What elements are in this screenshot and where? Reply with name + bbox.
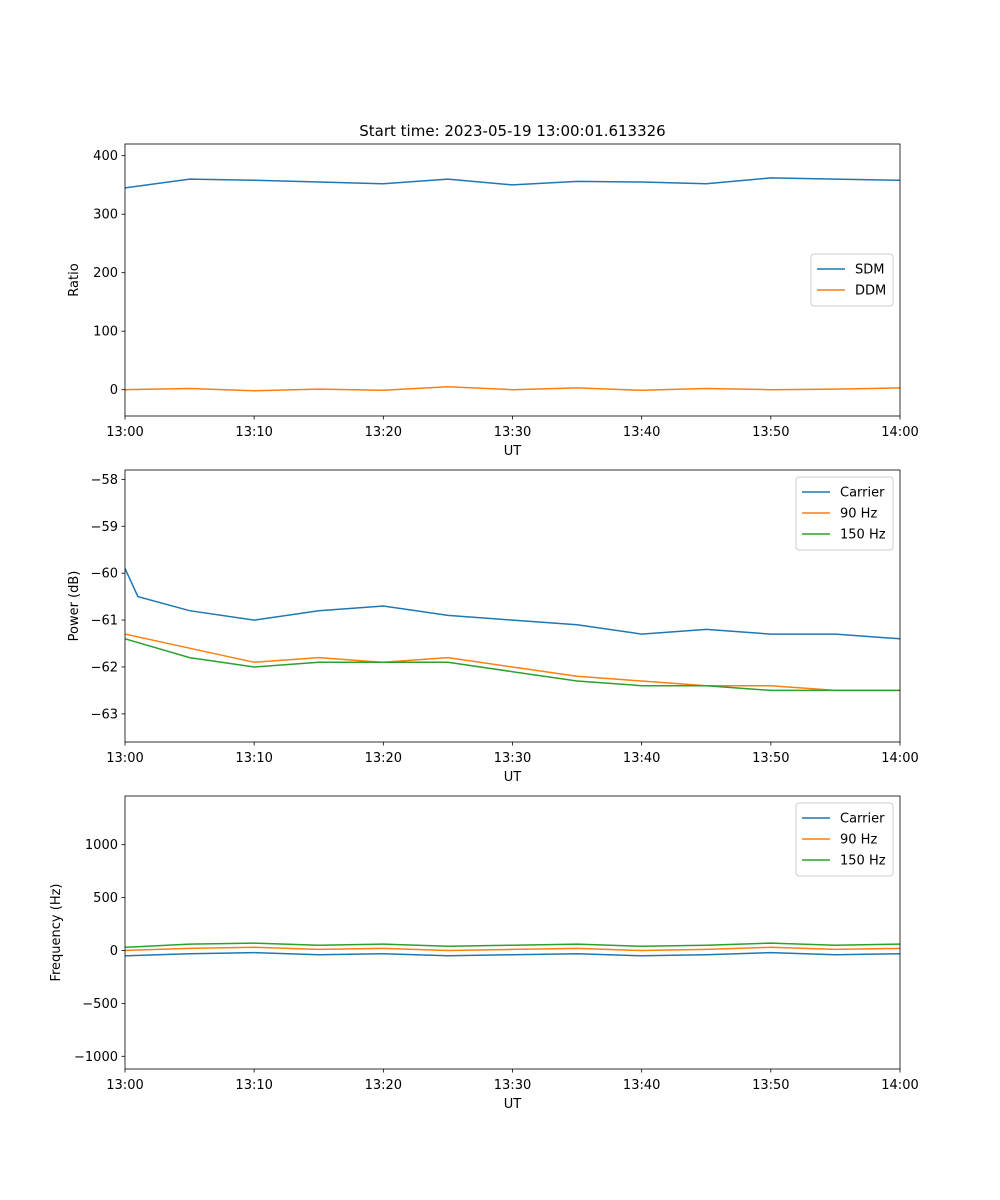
x-tick-label-2-6: 13:50 (752, 751, 789, 766)
y-tick-label-3-2: 500 (93, 891, 118, 906)
x-tick-label-2-3: 13:20 (365, 751, 402, 766)
x-tick-label-1-6: 13:50 (752, 425, 789, 440)
series-line-2-3 (124, 638, 900, 692)
y-tick-label-2-2: −59 (91, 520, 118, 535)
legend-label-3-1: Carrier (840, 812, 885, 827)
x-tick-label-3-2: 13:10 (235, 1078, 272, 1093)
x-tick-label-1-5: 13:40 (623, 425, 660, 440)
legend-box-3 (795, 802, 894, 877)
series-line-2-1 (124, 568, 901, 640)
axes-frame-3 (124, 795, 901, 1070)
x-tick-label-2-5: 13:40 (623, 751, 660, 766)
x-tick-label-3-1: 13:00 (106, 1078, 143, 1093)
figure-title: Start time: 2023-05-19 13:00:01.613326 (359, 122, 665, 140)
legend-label-2-3: 150 Hz (840, 528, 886, 543)
y-tick-label-2-3: −60 (91, 567, 118, 582)
y-tick-label-3-1: 1000 (85, 838, 118, 853)
x-tick-label-3-6: 13:50 (752, 1078, 789, 1093)
y-axis-label-2: Power (dB) (67, 571, 82, 642)
x-tick-label-3-5: 13:40 (623, 1078, 660, 1093)
y-tick-label-2-4: −61 (91, 614, 118, 629)
x-axis-label-1: UT (504, 444, 522, 459)
legend-label-3-2: 90 Hz (840, 833, 877, 848)
y-tick-label-3-3: 0 (110, 944, 118, 959)
x-axis-label-2: UT (504, 770, 522, 785)
x-tick-label-1-2: 13:10 (235, 425, 272, 440)
x-tick-label-1-4: 13:30 (494, 425, 531, 440)
x-tick-label-3-3: 13:20 (365, 1078, 402, 1093)
series-line-1-1 (124, 177, 901, 189)
y-tick-label-3-5: −1000 (74, 1050, 118, 1065)
series-line-3-2 (124, 946, 901, 952)
y-tick-label-2-1: −58 (91, 473, 118, 488)
axes-frame-2 (124, 469, 901, 743)
legend-label-1-2: DDM (855, 284, 886, 299)
y-tick-label-2-6: −63 (91, 707, 118, 722)
series-line-3-3 (124, 942, 901, 949)
series-line-3-1 (124, 951, 901, 957)
y-tick-label-1-3: 200 (93, 266, 118, 281)
legend-label-2-1: Carrier (840, 486, 885, 501)
legend-label-3-3: 150 Hz (840, 854, 886, 869)
y-tick-label-1-1: 0 (110, 383, 118, 398)
y-tick-label-3-4: −500 (82, 997, 118, 1012)
x-tick-label-1-7: 14:00 (881, 425, 918, 440)
x-tick-label-3-7: 14:00 (881, 1078, 918, 1093)
x-tick-label-1-1: 13:00 (106, 425, 143, 440)
y-tick-label-1-4: 300 (93, 208, 118, 223)
series-line-2-2 (124, 633, 900, 692)
x-tick-label-2-2: 13:10 (235, 751, 272, 766)
y-tick-label-1-5: 400 (93, 149, 118, 164)
legend-box-1 (810, 253, 894, 307)
legend-label-2-2: 90 Hz (840, 507, 877, 522)
x-tick-label-2-1: 13:00 (106, 751, 143, 766)
series-line-1-2 (124, 386, 901, 392)
x-axis-label-3: UT (504, 1097, 522, 1112)
y-axis-label-1: Ratio (67, 263, 82, 296)
y-tick-label-1-2: 100 (93, 325, 118, 340)
legend-label-1-1: SDM (855, 263, 884, 278)
y-axis-label-3: Frequency (Hz) (49, 883, 64, 981)
x-tick-label-1-3: 13:20 (365, 425, 402, 440)
y-tick-label-2-5: −62 (91, 660, 118, 675)
legend-box-2 (795, 476, 894, 551)
x-tick-label-2-4: 13:30 (494, 751, 531, 766)
x-tick-label-2-7: 14:00 (881, 751, 918, 766)
x-tick-label-3-4: 13:30 (494, 1078, 531, 1093)
